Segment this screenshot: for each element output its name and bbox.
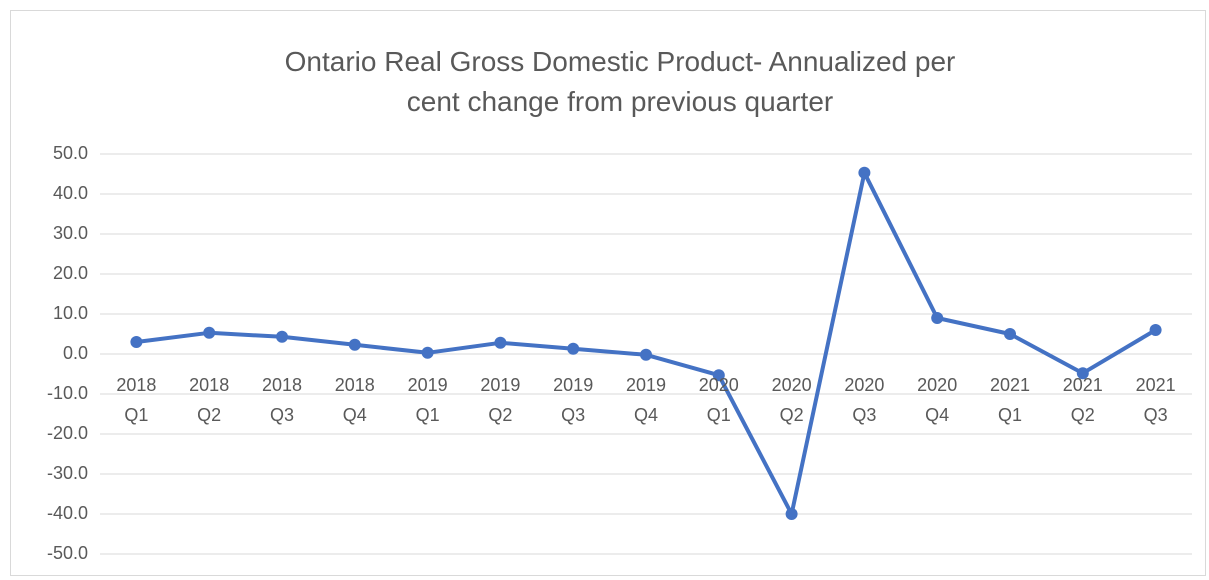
- x-tick-label: 2018 Q3: [261, 375, 303, 425]
- marker: [712, 369, 725, 382]
- x-tick-label: 2019 Q4: [625, 375, 667, 425]
- x-tick-label: 2018 Q1: [116, 375, 157, 425]
- y-tick-label: 20.0: [53, 263, 88, 283]
- y-tick-label: -40.0: [47, 503, 88, 523]
- x-tick-label: 2020 Q4: [917, 375, 958, 425]
- y-tick-label: 40.0: [53, 183, 88, 203]
- marker: [567, 342, 580, 355]
- marker: [348, 338, 361, 351]
- x-tick-label: 2020 Q1: [698, 375, 739, 425]
- y-tick-label: 50.0: [53, 143, 88, 163]
- y-tick-label: -10.0: [47, 383, 88, 403]
- marker: [785, 508, 798, 520]
- x-tick-label: 2021 Q2: [1062, 375, 1103, 425]
- y-tick-label: 30.0: [53, 223, 88, 243]
- marker: [494, 336, 507, 349]
- marker: [1076, 367, 1089, 380]
- y-tick-label: -30.0: [47, 463, 88, 483]
- x-tick-label: 2018 Q4: [334, 375, 375, 425]
- y-tick-label: 0.0: [63, 343, 88, 363]
- x-tick-label: 2021 Q3: [1135, 375, 1176, 425]
- marker: [130, 336, 143, 348]
- x-tick-label: 2019 Q1: [407, 375, 448, 425]
- x-tick-label: 2018 Q2: [189, 375, 230, 425]
- marker: [276, 330, 288, 343]
- x-tick-label: 2021 Q1: [989, 375, 1031, 425]
- line: [136, 170, 1157, 516]
- y-tick-label: 10.0: [53, 303, 88, 323]
- marker: [203, 326, 216, 339]
- x-tick-label: 2020 Q2: [771, 375, 812, 425]
- chart-title: Ontario Real Gross Domestic Product- Ann…: [284, 46, 956, 117]
- marker: [1004, 328, 1016, 340]
- marker: [931, 312, 944, 324]
- y-tick-label: -20.0: [47, 423, 88, 443]
- marker: [858, 166, 871, 179]
- marker: [1149, 324, 1162, 336]
- y-tick-label: -50.0: [47, 543, 88, 563]
- x-tick-label: 2019 Q2: [480, 375, 521, 425]
- marker: [640, 348, 652, 361]
- x-tick-label: 2019 Q3: [553, 375, 594, 425]
- x-tick-label: 2020 Q3: [844, 375, 885, 425]
- marker: [421, 346, 434, 359]
- chart-frame: [10, 10, 1206, 576]
